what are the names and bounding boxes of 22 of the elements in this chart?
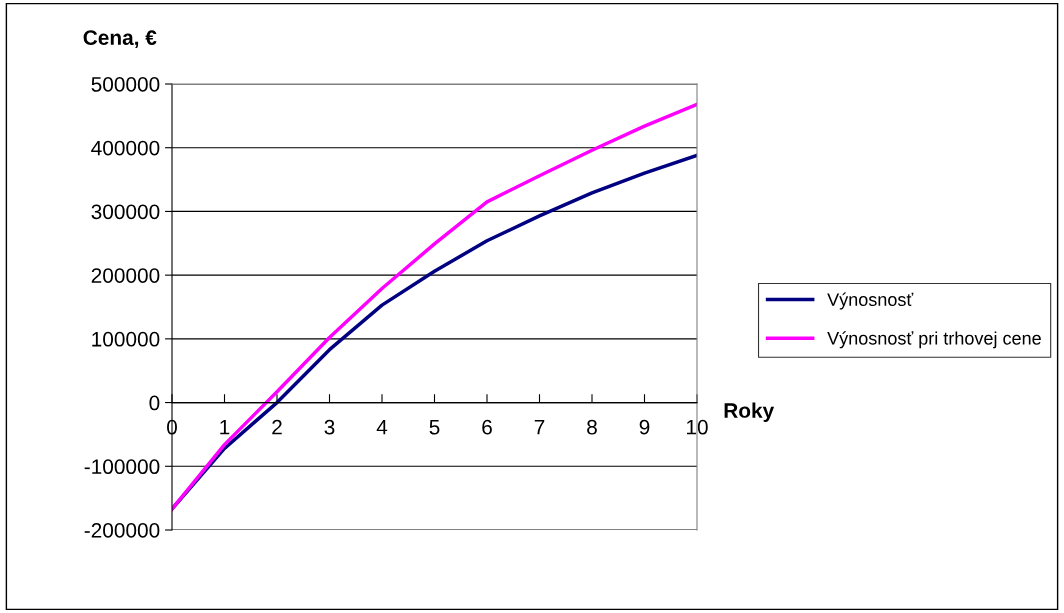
y-tick-label: 300000 <box>91 204 160 220</box>
x-axis-title: Roky <box>724 402 775 422</box>
x-tick-label: 4 <box>376 420 388 435</box>
y-axis-title: Cena, € <box>83 30 157 49</box>
legend-label: Výnosnosť pri trhovej cene <box>827 331 1041 349</box>
y-tick-label: 200000 <box>91 268 160 283</box>
y-tick-label: -200000 <box>84 523 160 538</box>
x-tick-label: 3 <box>324 419 335 435</box>
y-tick-label: 500000 <box>91 77 160 92</box>
x-tick-label: 9 <box>639 419 650 435</box>
y-tick-label: 0 <box>149 395 160 411</box>
x-tick-label: 8 <box>587 419 597 435</box>
x-tick-label: 5 <box>429 420 440 435</box>
y-tick-label: 400000 <box>91 140 160 156</box>
x-tick-label: 2 <box>272 419 282 435</box>
x-tick-label: 6 <box>482 419 492 435</box>
x-tick-label: 10 <box>687 419 708 435</box>
legend-label: Výnosnosť <box>827 292 914 310</box>
y-tick-label: -100000 <box>84 459 160 475</box>
x-tick-label: 7 <box>534 420 545 435</box>
y-tick-label: 100000 <box>92 331 160 347</box>
x-tick-label: 1 <box>220 420 230 435</box>
